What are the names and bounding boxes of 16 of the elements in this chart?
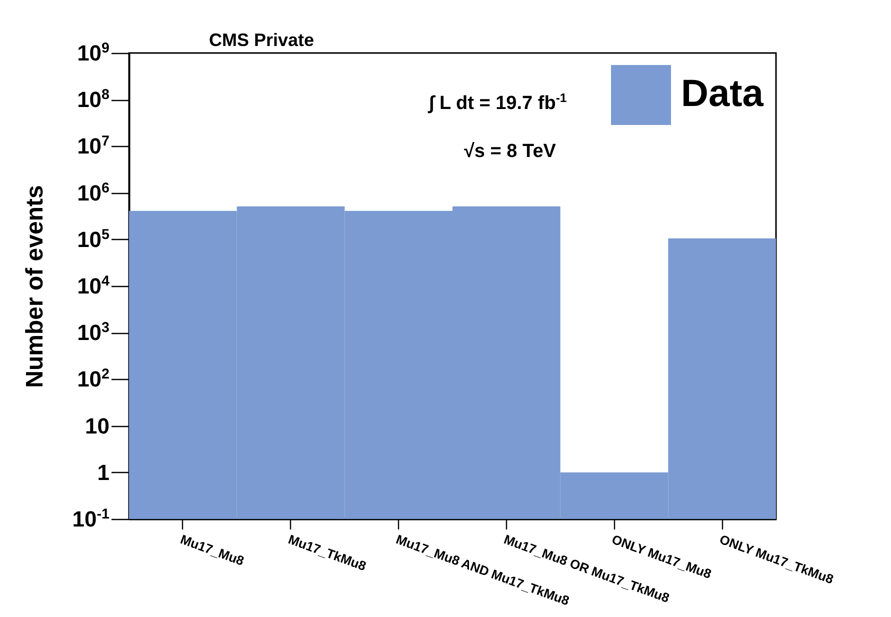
text: CMS Private <box>209 30 314 50</box>
y-tick-label: 10$^{6}$ <box>77 180 110 206</box>
y-tick-label: 10$^{8}$ <box>77 87 110 112</box>
y-tick-label: 10$^{2}$ <box>77 366 110 392</box>
annotation: ∫ L dt = 19.7 fb$^{-1}$ <box>427 91 567 114</box>
y-tick-label: 10$^{7}$ <box>77 134 110 159</box>
y-tick-label: 10$^{5}$ <box>77 226 110 252</box>
y-tick-label: 10$^{9}$ <box>77 40 110 66</box>
y-tick-label: 10$^{-1}$ <box>72 506 110 532</box>
y-axis-title: Number of events <box>22 185 48 388</box>
y-tick-label: 1 <box>97 460 110 485</box>
y-tick-label: 10 <box>85 413 110 438</box>
y-tick-label: 10$^{4}$ <box>77 274 110 298</box>
annotation: √s = 8 TeV <box>464 141 556 162</box>
y-tick-label: 10$^{3}$ <box>77 320 110 346</box>
legend-label: Data <box>681 73 764 115</box>
